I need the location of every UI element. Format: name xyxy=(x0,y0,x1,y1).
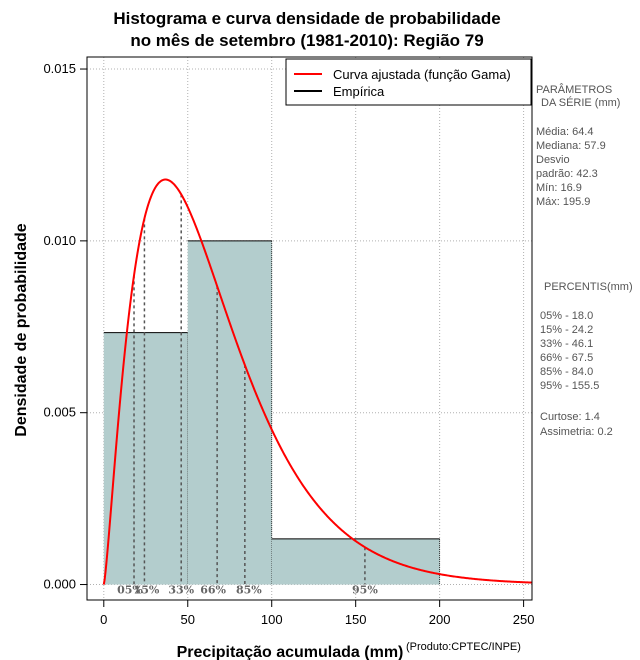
bars xyxy=(103,240,441,585)
histogram-bar-1 xyxy=(187,240,272,585)
stat-assimetria: Assimetria: 0.2 xyxy=(540,426,613,438)
stat-desvio: Desvio xyxy=(536,154,570,166)
gamma-curve xyxy=(102,178,533,585)
x-tick-label-200: 200 xyxy=(429,612,451,627)
percentile-label-3: 66% xyxy=(200,584,226,597)
x-tick-label-50: 50 xyxy=(181,612,195,627)
percentile-label-2: 33% xyxy=(168,584,194,597)
credit-text: (Produto:CPTEC/INPE) xyxy=(406,641,521,653)
y-tick-label-0: 0.000 xyxy=(43,577,76,592)
stat-min: Mín: 16.9 xyxy=(536,182,582,194)
percentile-label-5: 95% xyxy=(352,584,378,597)
percentis-title: PERCENTIS(mm) xyxy=(544,281,633,293)
plot-frame xyxy=(86,56,533,601)
percentile-label-4: 85% xyxy=(236,584,262,597)
stat-mediana: Mediana: 57.9 xyxy=(536,140,606,152)
legend-label-curve: Curva ajustada (função Gama) xyxy=(333,67,511,82)
chart-title-line-1: Histograma e curva densidade de probabil… xyxy=(113,9,500,28)
legend-label-empirical: Empírica xyxy=(333,84,385,99)
percentile-labels: 05%15% 33% 66% 85% 95% xyxy=(117,584,378,597)
params-title-2: DA SÉRIE (mm) xyxy=(541,96,620,109)
y-tick-label-1: 0.005 xyxy=(43,405,76,420)
histogram-bar-2 xyxy=(271,538,440,585)
percentil-05: 05% - 18.0 xyxy=(540,310,593,322)
percentile-label-0: 05% xyxy=(117,584,143,597)
percentil-33: 33% - 46.1 xyxy=(540,338,593,350)
x-tick-label-0: 0 xyxy=(100,612,107,627)
y-tick-label-3: 0.015 xyxy=(43,61,76,76)
percentil-85: 85% - 84.0 xyxy=(540,366,593,378)
histogram-bar-0 xyxy=(103,332,188,585)
x-tick-label-250: 250 xyxy=(513,612,535,627)
legend: Curva ajustada (função Gama) Empírica xyxy=(285,58,532,106)
stat-media: Média: 64.4 xyxy=(536,126,593,138)
axis-ticks: 0 50 100 150 200 250 0.000 0.005 0.010 0.015 xyxy=(43,61,534,627)
stat-curtose: Curtose: 1.4 xyxy=(540,411,600,423)
stat-padrao: padrão: 42.3 xyxy=(536,168,598,180)
x-tick-label-100: 100 xyxy=(261,612,283,627)
percentile-lines xyxy=(133,194,366,585)
chart-title-line-2: no mês de setembro (1981-2010): Região 7… xyxy=(130,31,483,50)
percentil-95: 95% - 155.5 xyxy=(540,380,599,392)
x-axis-label: Precipitação acumulada (mm) xyxy=(177,644,404,660)
percentil-66: 66% - 67.5 xyxy=(540,352,593,364)
series-parameters-panel: PARÂMETROS DA SÉRIE (mm) Média: 64.4 Med… xyxy=(536,83,633,438)
legend-box xyxy=(285,58,532,106)
percentil-15: 15% - 24.2 xyxy=(540,324,593,336)
y-axis-label: Densidade de probabilidade xyxy=(13,223,30,436)
y-tick-label-2: 0.010 xyxy=(43,233,76,248)
x-tick-label-150: 150 xyxy=(345,612,367,627)
params-title-1: PARÂMETROS xyxy=(536,83,612,96)
percentile-label-1: 15% xyxy=(134,584,160,597)
stat-max: Máx: 195.9 xyxy=(536,196,590,208)
